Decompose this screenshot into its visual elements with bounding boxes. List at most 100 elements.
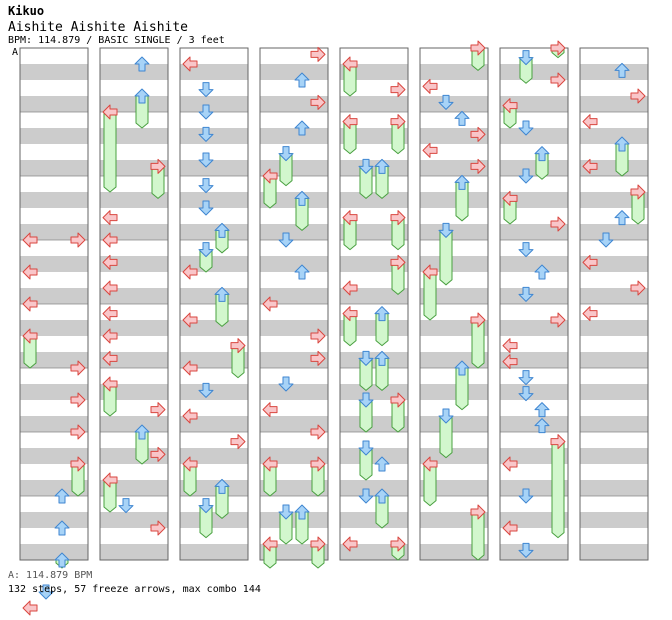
arrow-left-freeze (502, 98, 518, 129)
arrow-right-freeze (470, 40, 486, 72)
arrow-up (454, 110, 470, 126)
arrow-down (518, 370, 534, 386)
arrow-down (518, 120, 534, 136)
arrow-down-freeze (438, 222, 454, 286)
arrow-left-freeze (102, 376, 118, 417)
arrow-left-freeze (342, 306, 358, 347)
arrow-right (550, 312, 566, 328)
arrow-up-freeze (374, 158, 390, 200)
arrow-down-freeze (358, 158, 374, 200)
arrow-right-freeze (390, 254, 406, 296)
arrow-left-freeze (502, 190, 518, 225)
arrow-up-freeze (374, 350, 390, 392)
arrow-right (70, 232, 86, 248)
arrow-down (198, 178, 214, 194)
arrow-down-freeze (438, 408, 454, 459)
arrow-up (54, 488, 70, 504)
arrow-down (198, 152, 214, 168)
arrow-down-freeze (358, 392, 374, 433)
arrow-down (518, 242, 534, 258)
arrow-up (614, 62, 630, 78)
arrow-up (534, 418, 550, 434)
arrow-left (182, 56, 198, 72)
arrow-up (374, 456, 390, 472)
arrow-up-freeze (614, 136, 630, 177)
arrow-down (438, 94, 454, 110)
arrow-up (294, 264, 310, 280)
arrow-down-freeze (358, 440, 374, 481)
chart-column (579, 47, 649, 561)
arrow-left-freeze (182, 456, 198, 497)
arrow-right-freeze (390, 536, 406, 561)
arrow-up (534, 402, 550, 418)
arrow-left (502, 354, 518, 370)
arrow-down-freeze (198, 498, 214, 539)
arrow-left (22, 232, 38, 248)
arrow-up-freeze (294, 504, 310, 545)
arrow-left-freeze (102, 104, 118, 193)
arrow-right (310, 424, 326, 440)
arrow-up (614, 210, 630, 226)
artist-name: Kikuo (8, 4, 45, 18)
arrow-right (630, 280, 646, 296)
arrow-down (518, 386, 534, 402)
arrow-left (182, 408, 198, 424)
arrow-right-freeze (470, 504, 486, 561)
arrow-left-freeze (102, 472, 118, 513)
arrow-up-freeze (214, 478, 230, 520)
bpm-legend: A: 114.879 BPM (8, 570, 93, 581)
arrow-up-freeze (54, 552, 70, 569)
arrow-right (70, 392, 86, 408)
arrow-down (198, 104, 214, 120)
arrow-down (198, 126, 214, 142)
arrow-down (518, 542, 534, 558)
arrow-left (182, 360, 198, 376)
arrow-down (38, 584, 54, 600)
arrow-down (278, 232, 294, 248)
arrow-right (70, 424, 86, 440)
arrow-up-freeze (294, 190, 310, 232)
arrow-up-freeze (534, 146, 550, 180)
arrow-up (294, 72, 310, 88)
arrow-down (598, 232, 614, 248)
arrow-left (262, 296, 278, 312)
arrow-left (582, 114, 598, 130)
arrow-left-freeze (422, 264, 438, 321)
arrow-left (102, 210, 118, 226)
arrow-right-freeze (390, 114, 406, 155)
arrow-left (102, 280, 118, 296)
arrow-left (502, 520, 518, 536)
arrow-right-freeze (310, 456, 326, 497)
arrow-down (518, 168, 534, 184)
arrow-left (182, 312, 198, 328)
arrow-down-freeze (278, 504, 294, 545)
arrow-left-freeze (342, 114, 358, 155)
arrow-right-freeze (390, 210, 406, 251)
chart-stats: 132 steps, 57 freeze arrows, max combo 1… (8, 584, 261, 595)
arrow-left (22, 600, 38, 616)
bpm-marker: A (12, 47, 19, 58)
arrow-right (70, 360, 86, 376)
arrow-left (22, 264, 38, 280)
arrow-left (102, 306, 118, 322)
arrow-left-freeze (262, 536, 278, 569)
arrow-down-freeze (278, 146, 294, 187)
arrow-up-freeze (214, 286, 230, 328)
arrow-left (342, 280, 358, 296)
arrow-right (310, 94, 326, 110)
arrow-right-freeze (630, 184, 646, 225)
arrow-right (470, 158, 486, 174)
arrow-down (198, 382, 214, 398)
arrow-up (134, 56, 150, 72)
arrow-up-freeze (454, 360, 470, 411)
arrow-left (182, 264, 198, 280)
arrow-right (150, 402, 166, 418)
arrow-right (630, 88, 646, 104)
arrow-right-freeze (470, 312, 486, 369)
arrow-left-freeze (342, 56, 358, 97)
arrow-left (582, 306, 598, 322)
arrow-right (230, 434, 246, 450)
arrow-up-freeze (374, 306, 390, 347)
arrow-up-freeze (374, 488, 390, 529)
arrow-left-freeze (262, 456, 278, 497)
